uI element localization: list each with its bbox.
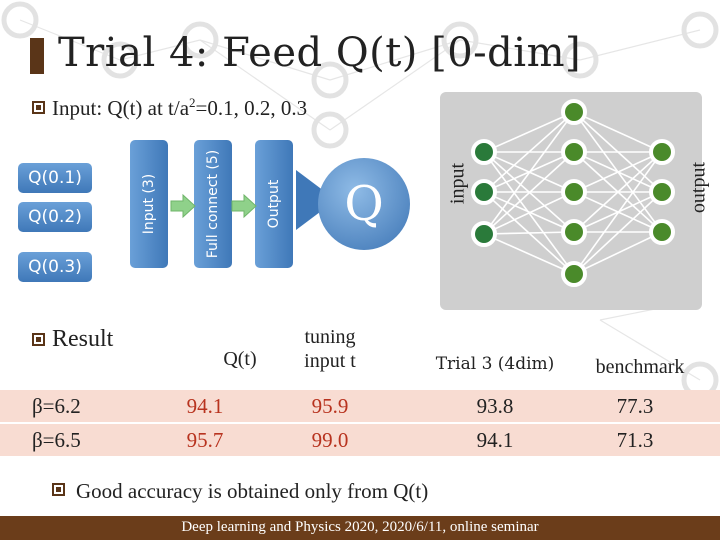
cell-value: 93.8 — [476, 394, 514, 418]
layer-full-connect-label: Full connect (5) — [205, 149, 221, 259]
beta-label: β=6.5 — [32, 428, 81, 452]
layer-input: Input (3) — [130, 140, 168, 268]
table-row — [0, 390, 720, 422]
neural-network-diagram — [471, 99, 675, 287]
cell-value: 94.1 — [476, 428, 514, 452]
footer-text: Deep learning and Physics 2020, 2020/6/1… — [181, 519, 539, 535]
bullet-icon — [32, 333, 45, 346]
cell-value: 77.3 — [616, 394, 654, 418]
cell-value: 71.3 — [616, 428, 654, 452]
arrow-right-icon — [231, 193, 257, 219]
layer-output-label: Output — [266, 179, 282, 229]
col-header-benchmark: benchmark — [595, 356, 685, 378]
input-description-prefix: Input: Q(t) at t/a — [52, 96, 190, 120]
input-box-q01: Q(0.1) — [18, 163, 92, 193]
layer-output: Output — [255, 140, 293, 268]
col-header-trial3: Trial 3 (4dim) — [435, 354, 555, 374]
q-circle: Q — [318, 158, 410, 250]
slide-title: Trial 4: Feed Q(t) [0-dim] — [58, 30, 582, 76]
output-to-q-arrow-icon — [296, 170, 336, 230]
input-description-superscript: 2 — [189, 95, 196, 110]
cell-value: 95.9 — [311, 394, 349, 418]
col-header-tuning: tuning input t — [304, 326, 356, 372]
col-header-qt: Q(t) — [223, 348, 257, 370]
cell-value: 94.1 — [186, 394, 224, 418]
layer-full-connect: Full connect (5) — [194, 140, 232, 268]
input-description-suffix: =0.1, 0.2, 0.3 — [195, 96, 308, 120]
layer-input-label: Input (3) — [141, 173, 157, 235]
table-row — [0, 424, 720, 456]
net-input-label: input — [446, 162, 469, 205]
net-output-label: output — [687, 161, 710, 214]
title-accent-bar — [30, 38, 44, 74]
result-heading: Result — [52, 326, 114, 352]
arrow-right-icon — [170, 193, 196, 219]
footer-bar — [0, 516, 720, 540]
bullet-icon — [52, 483, 65, 496]
input-box-q03: Q(0.3) — [18, 252, 92, 282]
beta-label: β=6.2 — [32, 394, 81, 418]
input-box-q02: Q(0.2) — [18, 202, 92, 232]
cell-value: 95.7 — [186, 428, 224, 452]
conclusion-note: Good accuracy is obtained only from Q(t) — [76, 479, 429, 503]
input-description: Input: Q(t) at t/a2=0.1, 0.2, 0.3 — [52, 95, 307, 121]
bullet-icon — [32, 101, 45, 114]
cell-value: 99.0 — [311, 428, 349, 452]
